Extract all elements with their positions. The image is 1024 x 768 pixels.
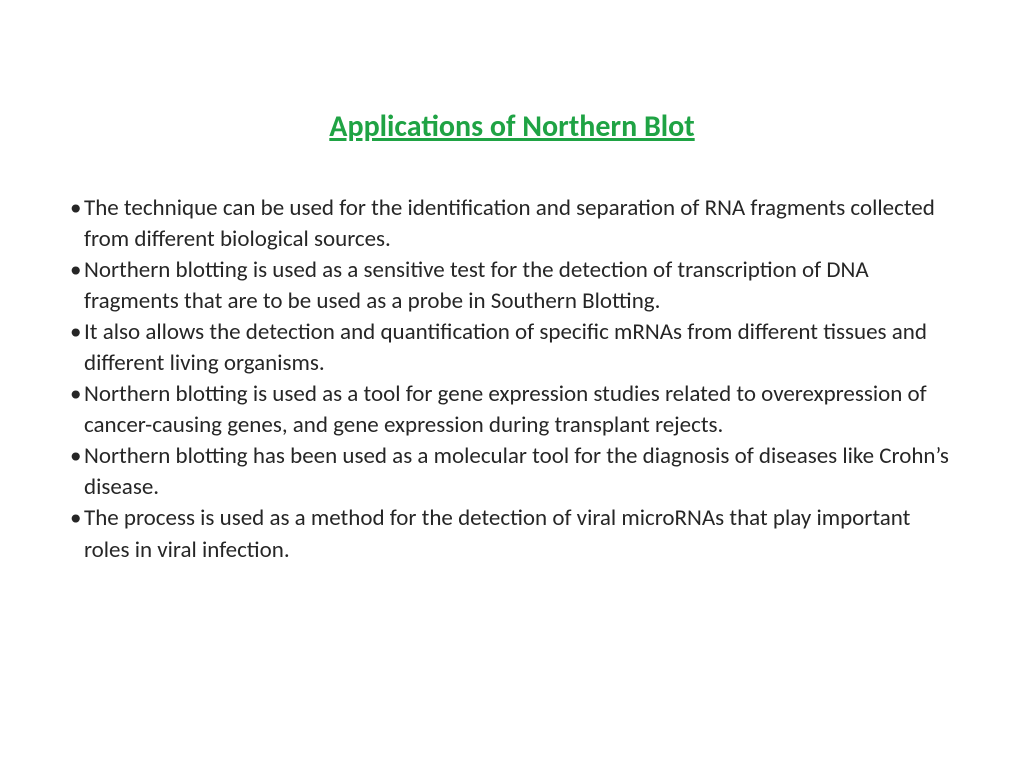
list-item: It also allows the detection and quantif… [70,317,954,379]
bullet-list: The technique can be used for the identi… [70,193,954,566]
list-item: Northern blotting has been used as a mol… [70,441,954,503]
bullet-text: It also allows the detection and quantif… [84,318,927,377]
slide-container: Applications of Northern Blot The techni… [0,0,1024,768]
list-item: The process is used as a method for the … [70,503,954,565]
bullet-text: The process is used as a method for the … [84,504,910,563]
bullet-text: The technique can be used for the identi… [84,194,935,253]
list-item: Northern blotting is used as a sensitive… [70,255,954,317]
bullet-text: Northern blotting is used as a sensitive… [84,256,869,315]
bullet-text: Northern blotting has been used as a mol… [84,442,949,501]
bullet-text: Northern blotting is used as a tool for … [84,380,927,439]
list-item: Northern blotting is used as a tool for … [70,379,954,441]
slide-title: Applications of Northern Blot [70,108,954,145]
list-item: The technique can be used for the identi… [70,193,954,255]
